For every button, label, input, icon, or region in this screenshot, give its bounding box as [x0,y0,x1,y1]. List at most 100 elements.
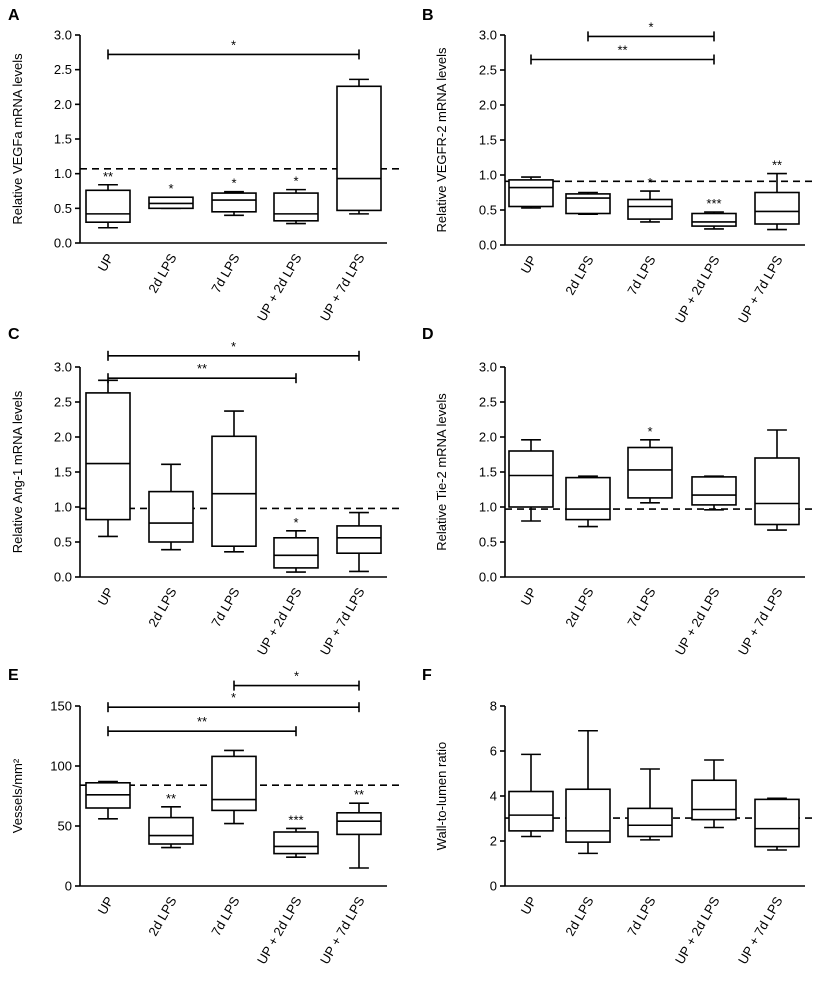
bracket-significance-label: * [231,690,236,705]
significance-label: ** [103,169,113,184]
box-2 [148,463,194,551]
box-iqr [148,490,194,543]
y-tick-label: 2 [490,834,497,849]
panel-label: E [8,667,19,684]
box-2: * [148,181,194,210]
box-3 [211,410,257,553]
y-tick-label: 0.0 [54,570,72,585]
x-category-label: UP [518,253,540,276]
x-category-label: UP + 2d LPS [672,585,723,658]
y-tick-label: 0.0 [479,238,497,253]
box-1 [85,379,131,538]
x-category-label: UP + 2d LPS [254,251,305,324]
box-2 [565,729,611,855]
significance-label: *** [706,196,721,211]
y-tick-label: 3.0 [54,28,72,43]
box-iqr [273,192,319,222]
x-category-label: 2d LPS [145,894,179,939]
box-5 [336,511,382,573]
y-tick-label: 0.0 [479,570,497,585]
y-tick-label: 1.0 [479,500,497,515]
x-category-label: UP + 7d LPS [317,251,368,324]
box-iqr [273,831,319,855]
y-tick-label: 0.5 [54,535,72,550]
box-iqr [691,212,737,227]
y-tick-label: 1.5 [479,133,497,148]
panel-label: C [8,326,20,343]
significance-label: ** [354,787,364,802]
x-category-label: 7d LPS [624,894,658,939]
y-tick-label: 2.5 [54,395,72,410]
panel-a: A Relative VEGFa mRNA levels 0.0 0.5 1.0 1.5 2… [8,7,399,324]
box-iqr [211,192,257,213]
box-5 [336,78,382,215]
box-5 [754,797,800,851]
box-5 [754,429,800,531]
x-category-label: UP + 2d LPS [672,894,723,967]
box-3: * [627,175,673,223]
box-iqr [336,85,382,212]
comparison-bracket: * [233,669,360,691]
significance-label: * [293,174,298,189]
box-4 [691,475,737,511]
y-tick-label: 150 [50,699,72,714]
box-iqr [508,450,554,508]
box-iqr [85,189,131,224]
box-4: *** [273,812,319,859]
box-iqr [273,536,319,569]
x-category-label: 2d LPS [562,585,596,630]
panel-label: F [422,667,432,684]
y-tick-label: 0.0 [54,236,72,251]
box-4 [691,759,737,829]
x-category-label: UP [518,894,540,917]
bracket-significance-label: ** [197,714,207,729]
bracket-significance-label: * [648,19,653,34]
y-tick-label: 3.0 [479,28,497,43]
significance-label: * [231,176,236,191]
bracket-significance-label: * [231,37,236,52]
box-1 [508,176,554,209]
x-category-label: 7d LPS [624,585,658,630]
box-iqr [211,755,257,812]
y-tick-label: 2.0 [479,98,497,113]
bracket-significance-label: * [294,669,299,684]
box-iqr [211,435,257,547]
y-tick-label: 0.5 [479,535,497,550]
y-tick-label: 0 [490,879,497,894]
box-iqr [691,476,737,506]
x-category-label: UP + 2d LPS [254,585,305,658]
comparison-bracket: * [107,37,360,60]
y-tick-label: 2.0 [54,97,72,112]
y-tick-label: 100 [50,759,72,774]
significance-label: *** [288,812,303,827]
panel-label: D [422,326,434,343]
x-category-label: UP + 7d LPS [735,253,786,326]
box-iqr [336,525,382,555]
box-4: *** [691,196,737,230]
x-category-label: UP + 7d LPS [317,894,368,967]
x-category-label: UP + 7d LPS [317,585,368,658]
box-1: ** [85,169,131,229]
comparison-bracket: * [587,19,715,42]
y-tick-label: 3.0 [479,360,497,375]
bracket-significance-label: ** [617,43,627,58]
box-1 [85,780,131,820]
x-category-label: 2d LPS [145,251,179,296]
panel-label: B [422,7,434,24]
comparison-bracket: ** [107,714,297,737]
box-iqr [85,392,131,521]
comparison-bracket: ** [530,43,715,65]
y-tick-label: 0 [65,879,72,894]
y-tick-label: 2.5 [479,63,497,78]
x-category-label: UP [95,894,117,917]
y-tick-label: 3.0 [54,360,72,375]
y-axis-label: Wall-to-lumen ratio [434,742,449,851]
box-4: * [273,515,319,573]
box-iqr [627,198,673,220]
box-iqr [627,446,673,499]
y-axis-label: Relative VEGFR-2 mRNA levels [434,47,449,232]
y-tick-label: 2.5 [54,62,72,77]
panel-c: C Relative Ang-1 mRNA levels 0.0 0.5 1.0 1.5 2… [8,326,399,658]
box-2: ** [148,791,194,849]
